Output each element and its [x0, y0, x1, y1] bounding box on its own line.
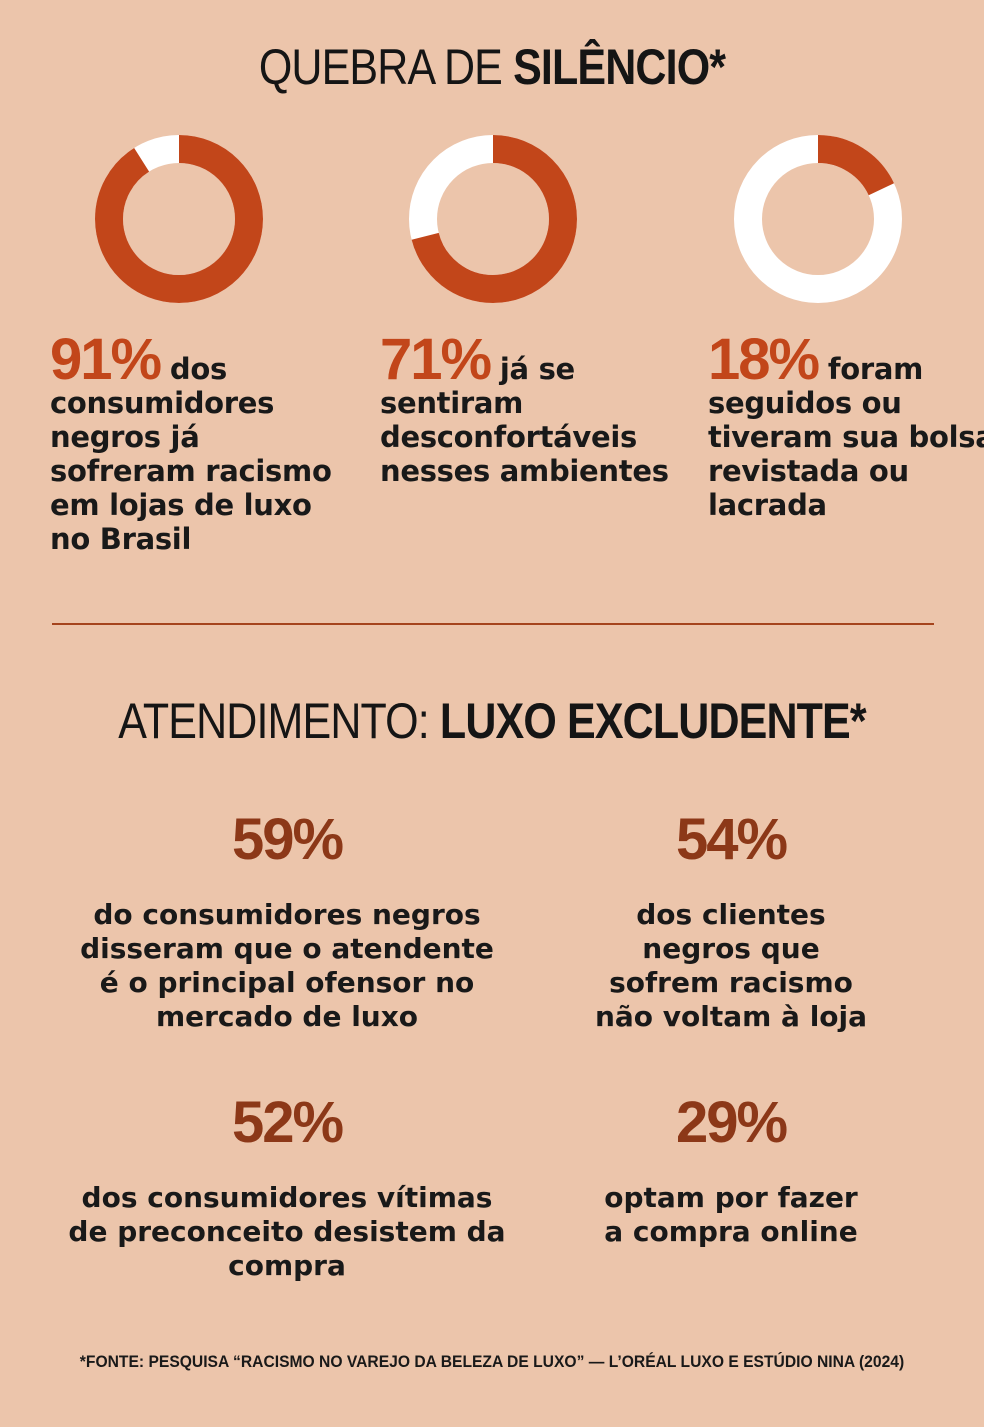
card-description: optam por fazer a compra online — [604, 1181, 858, 1248]
title-bold-part: LUXO EXCLUDENTE* — [439, 693, 867, 749]
stat-card: 52% dos consumidores vítimas de preconce… — [67, 1093, 507, 1283]
card-percentage: 54% — [675, 807, 788, 872]
stat-description: foram seguidos ou tiveram sua bolsa revi… — [708, 352, 984, 522]
card-percentage: 52% — [231, 1090, 344, 1155]
card-percentage: 29% — [675, 1090, 788, 1155]
stat-percentage: 91% — [50, 327, 162, 392]
card-description: dos consumidores vítimas de preconceito … — [68, 1181, 506, 1282]
donut-charts — [95, 135, 902, 303]
stat-block: 71% já se sentiram desconfortáveis nesse… — [380, 331, 670, 489]
title-light-part: QUEBRA DE — [258, 39, 514, 95]
source-footnote: *FONTE: PESQUISA “RACISMO NO VAREJO DA B… — [79, 1352, 905, 1371]
donut-value-arc — [409, 135, 577, 303]
section-divider — [52, 623, 934, 625]
title-bold-part: SILÊNCIO* — [513, 39, 726, 95]
stat-percentage: 18% — [708, 327, 820, 392]
donut-value-arc — [95, 135, 263, 303]
card-description: do consumidores negros disseram que o at… — [80, 898, 494, 1033]
card-percentage: 59% — [231, 807, 344, 872]
section-title-quebra-de-silencio: QUEBRA DE SILÊNCIO* — [69, 38, 915, 96]
donut-value-arc — [734, 135, 902, 303]
stat-block: 91% dos consumidores negros já sofreram … — [50, 331, 340, 557]
donut-71 — [409, 135, 577, 303]
card-description: dos clientes negros que sofrem racismo n… — [594, 898, 868, 1033]
donut-91 — [95, 135, 263, 303]
stat-card: 54% dos clientes negros que sofrem racis… — [511, 810, 951, 1034]
stat-percentage: 71% — [380, 327, 492, 392]
title-light-part: ATENDIMENTO: — [118, 693, 440, 749]
stat-card: 29% optam por fazer a compra online — [511, 1093, 951, 1249]
stat-description: já se sentiram desconfortáveis nesses am… — [380, 352, 669, 488]
stat-description: dos consumidores negros já sofreram raci… — [50, 352, 332, 556]
stat-block: 18% foram seguidos ou tiveram sua bolsa … — [708, 331, 984, 523]
donut-18 — [734, 135, 902, 303]
section-title-atendimento: ATENDIMENTO: LUXO EXCLUDENTE* — [69, 692, 915, 750]
stat-card: 59% do consumidores negros disseram que … — [67, 810, 507, 1034]
